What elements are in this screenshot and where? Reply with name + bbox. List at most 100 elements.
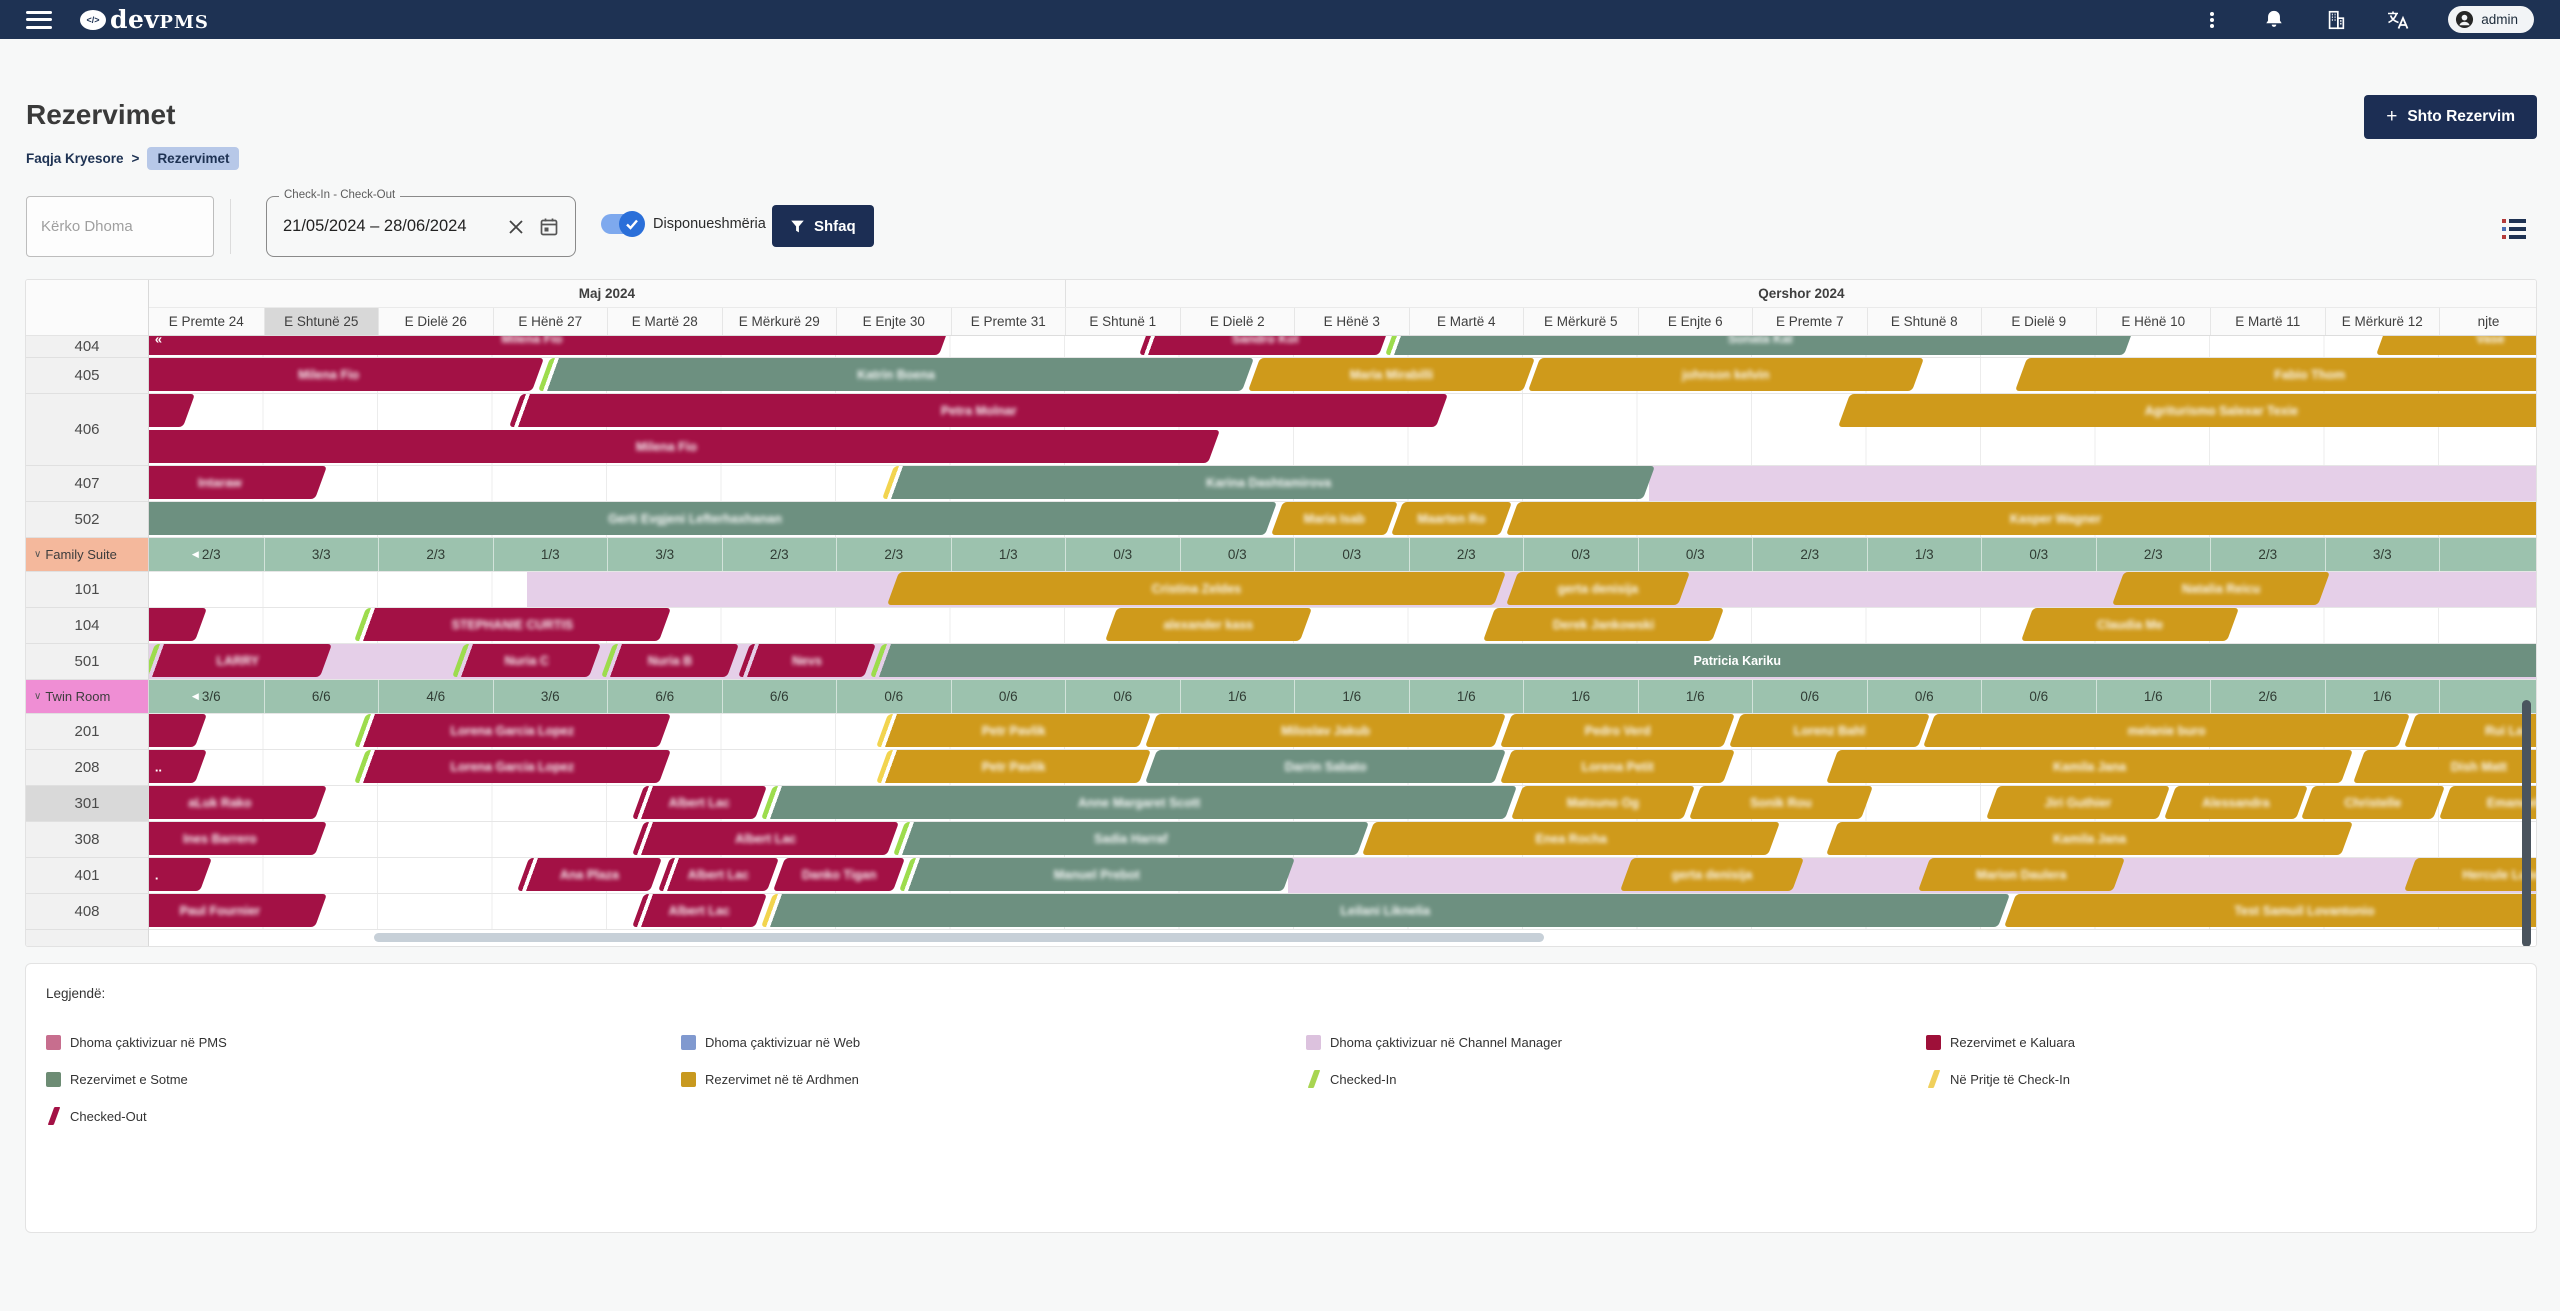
reservation-bar[interactable]: Lorenz Bahl xyxy=(1728,714,1930,747)
reservation-bar[interactable]: gerta denisija xyxy=(1620,858,1804,891)
reservation-bar[interactable]: Sandro Kol xyxy=(1139,336,1392,355)
reservation-bar[interactable]: Manuel Prebot xyxy=(898,858,1295,891)
reservation-bar[interactable]: Alessandra xyxy=(2163,786,2308,819)
toggle-knob xyxy=(619,211,645,237)
availability-toggle[interactable] xyxy=(601,211,645,237)
reservation-bar[interactable]: . xyxy=(149,858,213,891)
reservation-bar[interactable]: melanie buro xyxy=(1923,714,2411,747)
reservation-bar[interactable]: Nuria B xyxy=(600,644,739,677)
reservation-bar[interactable]: Milena Fio xyxy=(149,430,1220,463)
reservation-bar[interactable]: Kamila Jana xyxy=(1826,822,2354,855)
reservation-bar[interactable]: Sadia Harraf xyxy=(892,822,1369,855)
breadcrumb-current[interactable]: Rezervimet xyxy=(147,147,240,170)
availability-cell xyxy=(2439,680,2536,713)
reservation-bar[interactable]: Petr Pavlik xyxy=(875,714,1152,747)
reservation-bar[interactable]: Agriturismo Salexar Texie xyxy=(1837,394,2536,427)
reservation-bar[interactable]: Maria Isab xyxy=(1270,502,1398,535)
reservation-bar[interactable]: Claudia Me xyxy=(2020,608,2239,641)
reservation-bar[interactable]: Dish Matt xyxy=(2352,750,2536,783)
reservation-bar[interactable]: Rui La xyxy=(2404,714,2536,747)
reservation-bar[interactable]: Derek Jankowski xyxy=(1482,608,1724,641)
reservation-bar[interactable]: Petra Molnar xyxy=(509,394,1449,427)
menu-icon[interactable] xyxy=(26,10,52,29)
date-range-value[interactable]: 21/05/2024 – 28/06/2024 xyxy=(283,217,467,235)
reservation-bar[interactable]: Maarten Ro xyxy=(1391,502,1512,535)
horizontal-scrollbar-thumb[interactable] xyxy=(374,933,1544,942)
reservation-bar[interactable]: Leilani Liknelia xyxy=(761,894,2010,927)
reservation-bar[interactable]: Fabio Thom xyxy=(2015,358,2536,391)
calendar-icon[interactable] xyxy=(537,215,561,239)
breadcrumb-home[interactable]: Faqja Kryesore xyxy=(26,151,124,166)
reservation-bar[interactable]: Lorena Garcia Lopez xyxy=(353,750,671,783)
reservation-bar[interactable]: Matsuno Og xyxy=(1511,786,1696,819)
language-translate-icon[interactable] xyxy=(2386,8,2410,32)
reservation-bar[interactable]: LARRY xyxy=(149,644,333,677)
add-reservation-button[interactable]: + Shto Rezervim xyxy=(2364,95,2537,139)
notifications-bell-icon[interactable] xyxy=(2262,8,2286,32)
availability-cell: 0/6 xyxy=(1752,680,1867,713)
vertical-scrollbar-thumb[interactable] xyxy=(2522,700,2531,946)
reservation-bar[interactable]: Natalia Reicu xyxy=(2112,572,2331,605)
reservation-bar[interactable]: Sonata Kal xyxy=(1385,336,2136,355)
reservation-bar[interactable]: gerta denisija xyxy=(1505,572,1690,605)
date-range-field[interactable]: Check-In - Check-Out 21/05/2024 – 28/06/… xyxy=(266,189,576,257)
group-row-label[interactable]: ∨ Family Suite xyxy=(26,538,148,572)
reservation-bar[interactable]: Ines Barrero xyxy=(149,822,327,855)
clear-date-icon[interactable] xyxy=(505,216,527,238)
user-menu[interactable]: admin xyxy=(2448,6,2534,33)
reservation-bar[interactable]: Milena Fio « xyxy=(149,336,951,355)
guest-name-label: Christelle xyxy=(2344,795,2402,810)
kebab-menu-icon[interactable] xyxy=(2200,8,2224,32)
reservation-bar[interactable]: Albert Lac xyxy=(631,786,767,819)
reservation-bar[interactable]: Ana Plaza xyxy=(517,858,663,891)
reservation-bar[interactable] xyxy=(149,608,207,641)
reservation-bar[interactable]: Test Samuil Lovantonio xyxy=(2003,894,2536,927)
reservation-bar[interactable] xyxy=(149,714,207,747)
reservation-bar[interactable]: Miloslav Jakub xyxy=(1144,714,1507,747)
reservation-bar[interactable]: Petr Pavlik xyxy=(875,750,1152,783)
reservation-bar[interactable]: Kasper Wagner xyxy=(1505,502,2536,535)
reservation-bar[interactable]: Gerti Evgjeni Lefterhaxhanan xyxy=(149,502,1278,535)
reservation-bar[interactable]: Danko Tigan xyxy=(772,858,905,891)
reservation-bar[interactable]: alexander kass xyxy=(1104,608,1312,641)
reservation-bar[interactable]: Pedro Verd xyxy=(1499,714,1736,747)
list-view-icon[interactable] xyxy=(2502,217,2530,241)
reservation-bar[interactable]: Marion Daulera xyxy=(1917,858,2125,891)
reservation-bar[interactable]: Nevs xyxy=(738,644,877,677)
group-row-label[interactable]: ∨ Twin Room xyxy=(26,680,148,714)
room-search-input[interactable] xyxy=(26,196,214,257)
reservation-bar[interactable]: Hercule Lubdi xyxy=(2404,858,2536,891)
reservation-bar[interactable]: Vase xyxy=(2375,336,2536,355)
reservation-bar[interactable]: .. xyxy=(149,750,207,783)
reservation-bar[interactable]: STEPHANIE CURTIS xyxy=(353,608,671,641)
room-row: Gerti Evgjeni Lefterhaxhanan Maria Isab Ma… xyxy=(149,502,2536,538)
reservation-bar[interactable]: Nuria C xyxy=(452,644,602,677)
reservation-bar[interactable]: Kamila Jana xyxy=(1826,750,2354,783)
reservation-bar[interactable]: Lorena Garcia Lopez xyxy=(353,714,671,747)
reservation-bar[interactable]: Milena Fio xyxy=(149,358,545,391)
reservation-bar[interactable]: Sonik Rou xyxy=(1688,786,1873,819)
reservation-bar[interactable]: Enea Rocha xyxy=(1362,822,1781,855)
reservation-bar[interactable]: Patricia Kariku xyxy=(870,644,2536,677)
reservation-bar[interactable]: Cristina Zeldes xyxy=(887,572,1507,605)
reservation-bar[interactable]: Jiri Guthier xyxy=(1986,786,2171,819)
reservation-bar[interactable]: Albert Lac xyxy=(631,894,767,927)
reservation-bar[interactable]: aLuk Rako xyxy=(149,786,327,819)
day-header-cell: E Martë 28 xyxy=(607,308,722,335)
reservation-bar[interactable] xyxy=(149,394,196,427)
reservation-bar[interactable]: Paul Fournier xyxy=(149,894,327,927)
reservation-bar[interactable]: Maria Mirabilli xyxy=(1247,358,1535,391)
reservation-bar[interactable]: Albert Lac xyxy=(658,858,780,891)
reservation-bar[interactable]: Anne Margaret Scott xyxy=(761,786,1518,819)
show-filter-button[interactable]: Shfaq xyxy=(772,205,874,247)
reservation-bar[interactable]: Albert Lac xyxy=(631,822,900,855)
reservation-bar[interactable]: Christelle xyxy=(2301,786,2445,819)
reservation-bar[interactable]: Katrin Boena xyxy=(538,358,1255,391)
property-building-icon[interactable] xyxy=(2324,8,2348,32)
reservation-bar[interactable]: Karina Dashtamirova xyxy=(881,466,1655,499)
reservation-bar[interactable]: Lorena Petit xyxy=(1499,750,1736,783)
legend-label: Në Pritje të Check-In xyxy=(1950,1071,2070,1087)
reservation-bar[interactable]: johnson kelvin xyxy=(1528,358,1925,391)
reservation-bar[interactable]: Intaraw xyxy=(149,466,327,499)
reservation-bar[interactable]: Darrin Sabato xyxy=(1144,750,1507,783)
